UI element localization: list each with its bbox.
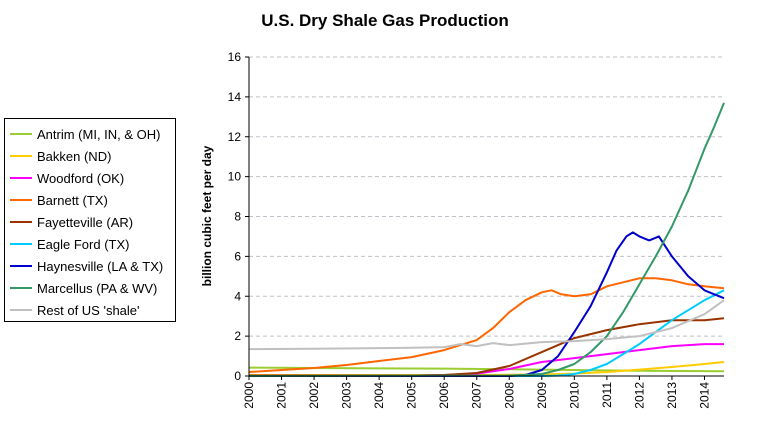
y-tick-label: 4	[234, 289, 241, 303]
x-tick-label: 2004	[372, 382, 386, 409]
legend-label: Haynesville (LA & TX)	[37, 258, 164, 274]
series-line	[248, 102, 725, 377]
legend-item: Antrim (MI, IN, & OH)	[5, 123, 175, 145]
x-tick-label: 2013	[665, 382, 679, 409]
y-tick-label: 12	[228, 130, 242, 144]
y-axis-label: billion cubic feet per day	[200, 145, 214, 286]
x-tick-label: 2006	[437, 382, 451, 409]
series-line	[248, 299, 725, 351]
series-lines	[248, 102, 725, 377]
y-tick-label: 2	[234, 329, 241, 343]
legend-swatch	[10, 177, 32, 179]
legend-item: Barnett (TX)	[5, 189, 175, 211]
x-tick-label: 2011	[600, 382, 614, 408]
gridlines	[249, 56, 724, 337]
legend-label: Rest of US 'shale'	[37, 302, 140, 318]
legend-label: Antrim (MI, IN, & OH)	[37, 126, 161, 142]
series-line	[249, 231, 725, 377]
x-tick-label: 2014	[697, 382, 711, 409]
axes	[245, 56, 724, 380]
legend-label: Fayetteville (AR)	[37, 214, 134, 230]
y-tick-label: 16	[228, 50, 242, 64]
y-tick-label: 6	[234, 249, 241, 263]
legend-item: Fayetteville (AR)	[5, 211, 175, 233]
y-tick-label: 10	[228, 170, 242, 184]
x-tick-label: 2005	[405, 382, 419, 409]
legend-label: Woodford (OK)	[37, 170, 125, 186]
chart-title: U.S. Dry Shale Gas Production	[261, 11, 509, 30]
legend-label: Barnett (TX)	[37, 192, 108, 208]
y-tick-label: 0	[234, 369, 241, 383]
legend-item: Rest of US 'shale'	[5, 299, 175, 321]
legend-label: Eagle Ford (TX)	[37, 236, 130, 252]
x-tick-label: 2007	[470, 382, 484, 409]
legend-swatch	[10, 221, 32, 223]
legend-swatch	[10, 155, 32, 157]
legend-swatch	[10, 243, 32, 245]
legend-swatch	[10, 265, 32, 267]
legend-label: Marcellus (PA & WV)	[37, 280, 158, 296]
x-tick-label: 2010	[567, 382, 581, 409]
x-tick-label: 2003	[340, 382, 354, 409]
x-tick-labels: 2000 2001 2002 2003 2004 2005 2006 2007 2008 2009…	[242, 382, 711, 409]
x-tick-label: 2000	[242, 382, 256, 409]
legend-swatch	[10, 199, 32, 201]
x-tick-label: 2002	[307, 382, 321, 409]
y-tick-labels: 0 2 4 6 8 10 12 14 16	[228, 50, 242, 383]
x-tick-label: 2008	[502, 382, 516, 409]
legend-swatch	[10, 287, 32, 289]
y-tick-label: 14	[228, 90, 242, 104]
legend-item: Bakken (ND)	[5, 145, 175, 167]
legend-swatch	[10, 309, 32, 311]
legend-item: Marcellus (PA & WV)	[5, 277, 175, 299]
x-tick-label: 2009	[535, 382, 549, 409]
x-tick-label: 2001	[275, 382, 289, 409]
legend-item: Haynesville (LA & TX)	[5, 255, 175, 277]
y-tick-label: 8	[234, 210, 241, 224]
series-line	[248, 277, 725, 373]
legend: Antrim (MI, IN, & OH) Bakken (ND) Woodford…	[4, 118, 176, 322]
x-tick-label: 2012	[632, 382, 646, 409]
legend-swatch	[10, 133, 32, 135]
legend-label: Bakken (ND)	[37, 148, 112, 164]
legend-item: Woodford (OK)	[5, 167, 175, 189]
legend-item: Eagle Ford (TX)	[5, 233, 175, 255]
